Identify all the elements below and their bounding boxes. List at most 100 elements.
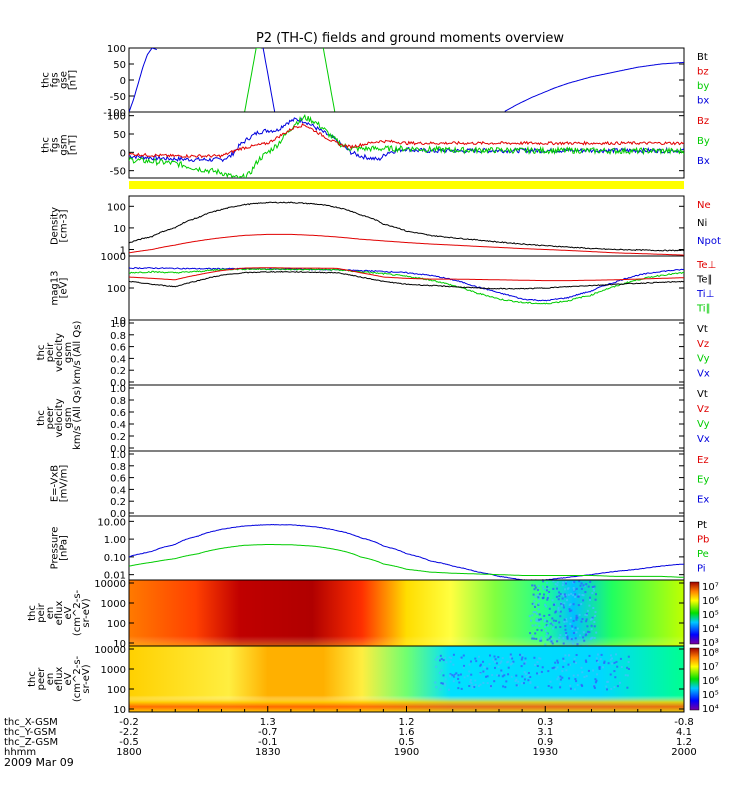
series-line-Ni — [129, 201, 684, 252]
legend-item: Bt — [697, 52, 708, 63]
spectrogram-speckle — [564, 654, 567, 657]
spectrogram-speckle — [538, 620, 541, 623]
spectrogram-speckle — [462, 654, 465, 657]
spectrogram-speckle — [554, 668, 557, 671]
spectrogram-speckle — [581, 618, 584, 620]
spectrogram-speckle — [449, 660, 452, 663]
spectrogram-speckle — [510, 675, 513, 678]
spectrogram-speckle — [548, 607, 551, 610]
spectrogram-speckle — [559, 610, 562, 613]
x-tick-label: 1800 — [116, 747, 141, 758]
spectrogram-speckle — [564, 625, 567, 628]
orbit-value: 4.1 — [676, 727, 692, 738]
spectrogram-speckle — [549, 639, 552, 642]
spectrogram-speckle — [544, 625, 546, 628]
y-tick-label: 100 — [107, 112, 126, 123]
spectrogram-speckle — [594, 678, 597, 681]
spectrogram-speckle — [589, 618, 592, 621]
legend-item: Ti⊥ — [696, 289, 714, 300]
spectrogram-speckle — [561, 676, 564, 679]
spectrogram-speckle — [595, 657, 598, 660]
spectrogram-speckle — [474, 683, 477, 686]
spectrogram-speckle — [460, 687, 463, 690]
legend-item: bx — [697, 96, 709, 107]
spectrogram-speckle — [591, 616, 594, 619]
spectrogram-speckle — [543, 620, 546, 623]
spectrogram-speckle — [449, 675, 452, 678]
spectrogram-speckle — [562, 665, 565, 668]
spectrogram-speckle — [438, 671, 441, 674]
spectrogram-speckle — [575, 661, 577, 664]
spectrogram-speckle — [607, 662, 610, 665]
legend-item: bz — [697, 67, 709, 78]
spectrogram-speckle — [500, 672, 503, 675]
orbit-row-label: thc_Y-GSM — [4, 727, 56, 738]
spectrogram-speckle — [551, 642, 554, 645]
spectrogram-speckle — [596, 673, 599, 676]
spectrogram-speckle — [452, 680, 455, 683]
spectrogram-speckle — [563, 593, 566, 596]
spectrogram-speckle — [507, 673, 510, 676]
spectrogram-speckle — [448, 656, 451, 659]
spectrogram-speckle — [479, 683, 482, 686]
spectrogram-speckle — [541, 585, 544, 588]
panel-frame — [128, 47, 685, 113]
spectrogram-speckle — [581, 685, 584, 687]
y-axis-label-line: (cm^2-s- — [72, 589, 83, 636]
spectrogram-speckle — [627, 668, 630, 670]
series-line-by2 — [322, 48, 336, 112]
spectrogram-speckle — [557, 606, 560, 609]
legend-item: Pi — [697, 564, 706, 575]
spectrogram-speckle — [575, 680, 578, 683]
spectrogram-speckle — [485, 675, 487, 678]
spectrogram-speckle — [470, 673, 473, 676]
spectrogram-speckle — [573, 581, 576, 584]
spectrogram-speckle — [565, 594, 568, 597]
spectrogram-speckle — [538, 593, 541, 596]
spectrogram-speckle — [537, 603, 540, 606]
y-axis-label-line: velocity — [54, 333, 65, 372]
spectrogram-speckle — [569, 687, 572, 690]
spectrogram-speckle — [580, 620, 583, 623]
spectrogram-speckle — [444, 682, 446, 685]
spectrogram-speckle — [577, 639, 580, 642]
spectrogram-speckle — [574, 626, 577, 629]
spectrogram-speckle — [574, 593, 577, 596]
legend-item: Vy — [697, 419, 710, 430]
spectrogram-speckle — [593, 589, 596, 592]
spectrogram-speckle — [573, 632, 575, 634]
x-tick-label: 1930 — [533, 747, 558, 758]
y-tick-label: 10 — [113, 316, 126, 327]
series-line-Bx — [129, 117, 684, 163]
spectrogram-speckle — [588, 631, 591, 634]
spectrogram-speckle — [520, 682, 523, 685]
spectrogram-speckle — [589, 598, 591, 601]
legend-item: Npot — [697, 236, 721, 247]
spectrogram-speckle — [577, 604, 580, 607]
spectrogram-speckle — [613, 670, 616, 673]
spectrogram-speckle — [547, 594, 550, 596]
spectrogram-speckle — [457, 677, 460, 680]
spectrogram-speckle — [482, 670, 485, 673]
spectrogram-speckle — [620, 666, 623, 668]
spectrogram-speckle — [562, 657, 565, 660]
spectrogram-speckle — [551, 667, 554, 670]
spectrogram-speckle — [580, 683, 583, 686]
y-tick-label: 0.0 — [110, 378, 126, 389]
spectrogram-speckle — [552, 623, 555, 626]
spectrogram-speckle — [523, 662, 526, 665]
spectrogram-speckle — [565, 582, 567, 585]
spectrogram-speckle — [435, 665, 438, 668]
spectrogram-speckle — [597, 653, 599, 656]
spectrogram-speckle — [599, 658, 602, 661]
spectrogram-speckle — [549, 680, 552, 683]
spectrogram-speckle — [593, 686, 596, 689]
series-line-Tipar — [129, 267, 684, 305]
legend-item: Vy — [697, 354, 710, 365]
spectrogram-speckle — [493, 680, 496, 683]
spectrogram-speckle — [501, 675, 504, 678]
spectrogram-speckle — [537, 596, 540, 599]
spectrogram-speckle — [439, 659, 441, 662]
spectrogram-speckle — [557, 598, 560, 601]
spectrogram-speckle — [547, 685, 550, 687]
